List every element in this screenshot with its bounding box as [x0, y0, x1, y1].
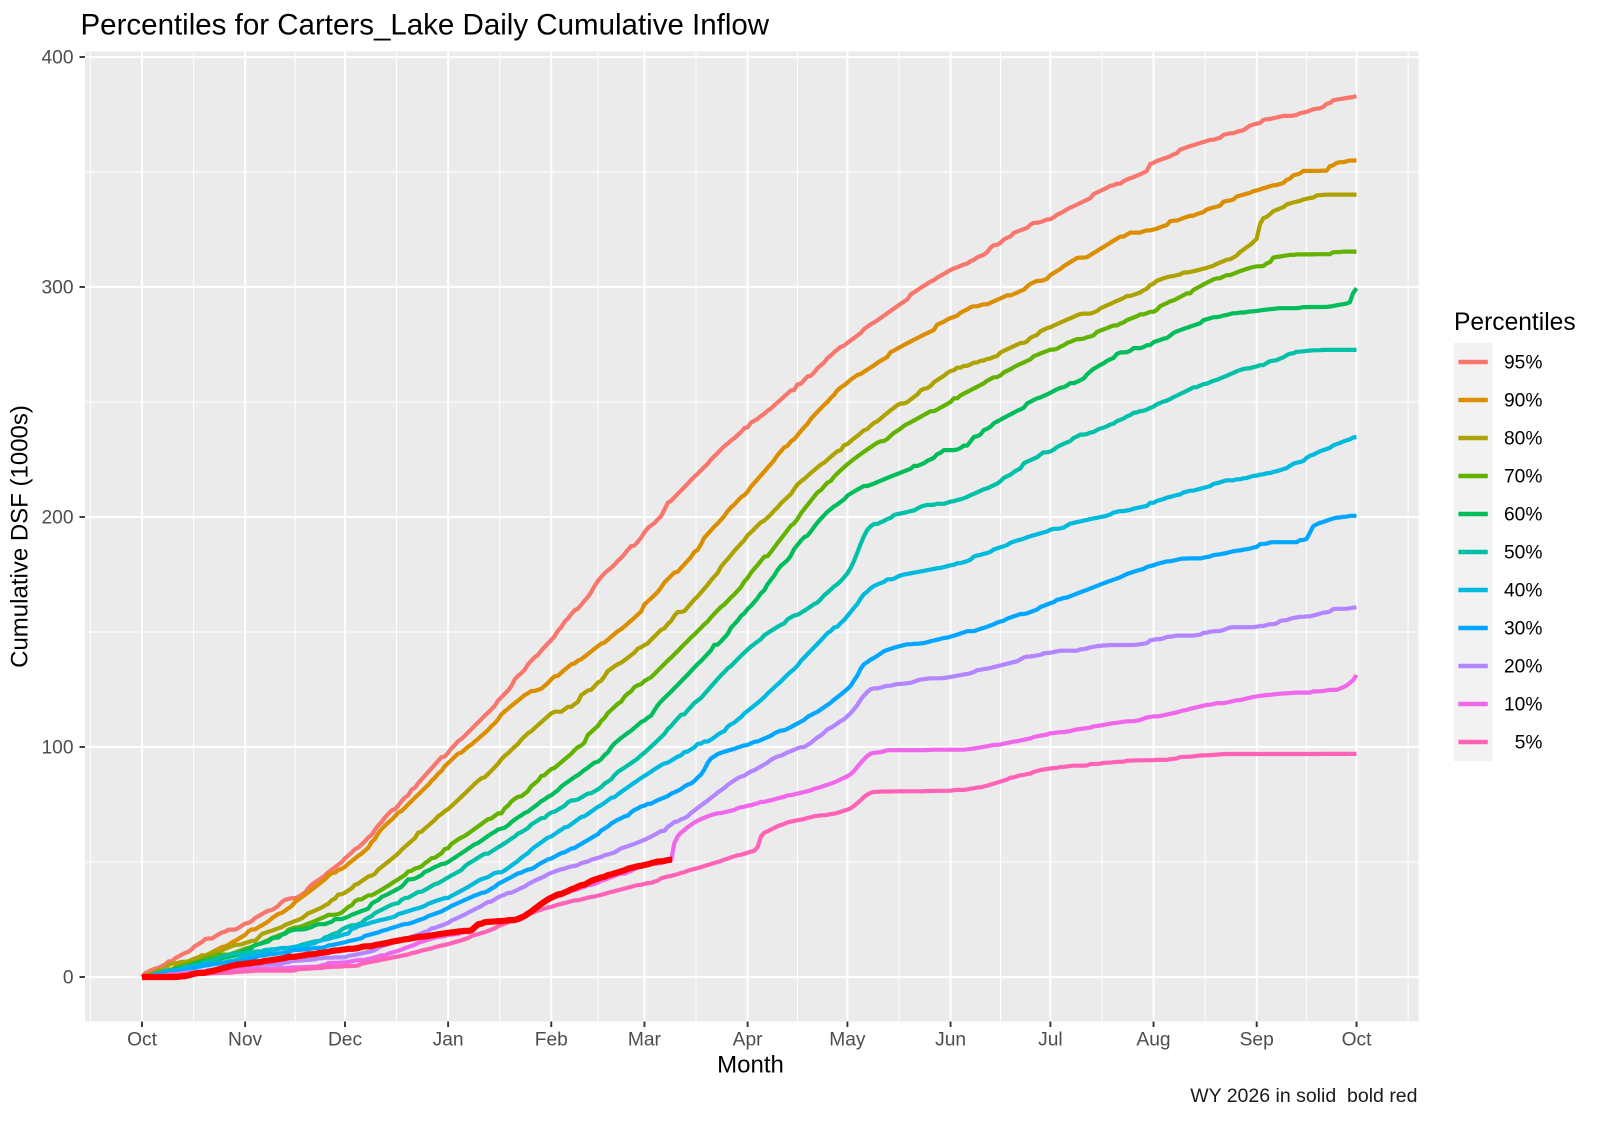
- svg-text:90%: 90%: [1504, 391, 1542, 412]
- svg-text:WY 2026 in solid bold red: WY 2026 in solid bold red: [1190, 1085, 1417, 1107]
- svg-text:80%: 80%: [1504, 429, 1542, 450]
- svg-text:40%: 40%: [1504, 581, 1542, 602]
- svg-text:Percentiles for Carters_Lake D: Percentiles for Carters_Lake Daily Cumul…: [81, 9, 770, 42]
- svg-text:300: 300: [41, 278, 73, 299]
- svg-text:Nov: Nov: [228, 1030, 263, 1051]
- svg-text:Jul: Jul: [1038, 1030, 1063, 1051]
- svg-text:10%: 10%: [1504, 695, 1542, 716]
- svg-text:Jun: Jun: [935, 1030, 966, 1051]
- svg-text:Mar: Mar: [628, 1030, 662, 1051]
- svg-text:0: 0: [63, 968, 74, 989]
- svg-text:20%: 20%: [1504, 657, 1542, 678]
- svg-text:Jan: Jan: [433, 1030, 464, 1051]
- svg-text:Feb: Feb: [535, 1030, 568, 1051]
- svg-text:Oct: Oct: [1342, 1030, 1373, 1051]
- svg-text:50%: 50%: [1504, 543, 1542, 564]
- svg-text:Dec: Dec: [328, 1030, 363, 1051]
- svg-text:100: 100: [41, 738, 73, 759]
- svg-text:5%: 5%: [1515, 733, 1543, 754]
- svg-text:70%: 70%: [1504, 467, 1542, 488]
- svg-text:Oct: Oct: [127, 1030, 158, 1051]
- svg-text:60%: 60%: [1504, 505, 1542, 526]
- svg-text:Aug: Aug: [1136, 1030, 1170, 1051]
- svg-text:200: 200: [41, 508, 73, 529]
- svg-text:400: 400: [41, 48, 73, 69]
- svg-text:Sep: Sep: [1240, 1030, 1274, 1051]
- svg-text:Cumulative DSF (1000s): Cumulative DSF (1000s): [7, 405, 34, 668]
- svg-text:Apr: Apr: [733, 1030, 763, 1051]
- svg-text:95%: 95%: [1504, 353, 1542, 374]
- svg-text:Percentiles: Percentiles: [1454, 309, 1576, 336]
- svg-text:30%: 30%: [1504, 619, 1542, 640]
- svg-text:Month: Month: [717, 1052, 784, 1079]
- svg-text:May: May: [829, 1030, 866, 1051]
